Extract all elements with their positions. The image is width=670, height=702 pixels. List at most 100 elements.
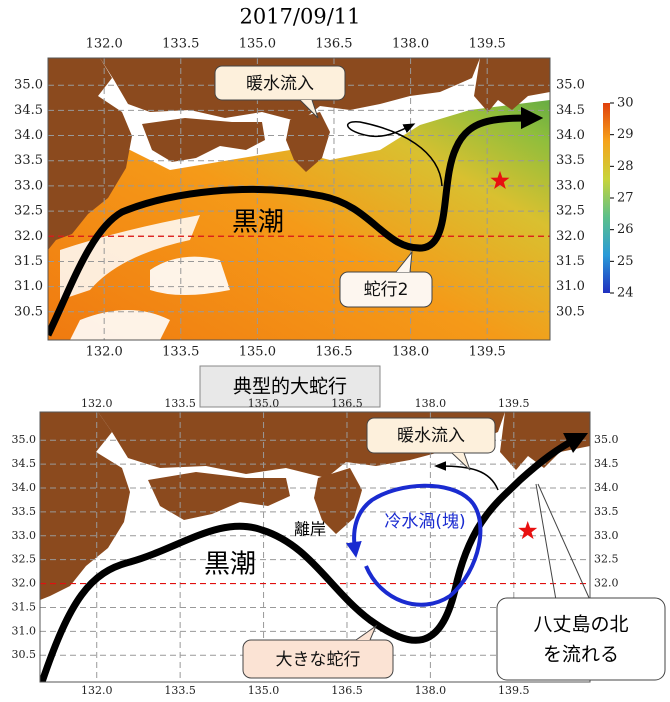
y-tick-label: 30.5 <box>556 304 585 319</box>
y-tick-label: 33.5 <box>14 153 43 168</box>
colorbar-tick-label: 30 <box>617 96 634 111</box>
y-tick-label: 33.5 <box>556 153 585 168</box>
callout-pointer <box>355 624 378 641</box>
y-tick-label: 31.0 <box>14 279 43 294</box>
y-tick-label: 31.5 <box>12 600 37 613</box>
kuroshio-path <box>48 106 544 337</box>
x-tick-label: 133.5 <box>162 345 199 360</box>
y-tick-label: 33.0 <box>14 178 43 193</box>
x-tick-label: 136.5 <box>315 345 352 360</box>
callout-box <box>339 271 433 308</box>
x-tick-label: 132.0 <box>86 37 123 52</box>
label-warm-intrusion: 暖水流入 <box>397 426 465 446</box>
y-tick-label: 34.0 <box>14 128 43 143</box>
caption: 典型的大蛇行 <box>233 376 347 398</box>
x-tick-label: 138.0 <box>392 37 429 52</box>
y-tick-label: 32.5 <box>14 204 43 219</box>
x-tick-label: 133.5 <box>164 397 196 410</box>
label-offshore: 離岸 <box>294 520 326 539</box>
y-tick-label: 33.5 <box>594 505 619 518</box>
colorbar <box>603 103 610 293</box>
callout-box <box>496 597 666 681</box>
map-frame <box>47 57 551 341</box>
y-tick-label: 34.0 <box>594 481 619 494</box>
x-tick-label: 135.0 <box>239 37 276 52</box>
y-tick-label: 30.5 <box>14 304 43 319</box>
y-tick-label: 34.5 <box>556 103 585 118</box>
colorbar-tick-label: 26 <box>617 222 634 237</box>
y-tick-label: 34.5 <box>594 457 619 470</box>
label-kuroshio: 黒潮 <box>204 550 256 580</box>
y-tick-label: 35.0 <box>14 78 43 93</box>
colorbar-tick-label: 29 <box>617 127 634 142</box>
label-kuroshio: 黒潮 <box>232 208 284 238</box>
hachijojima-star <box>518 521 538 540</box>
y-tick-label: 32.0 <box>594 577 619 590</box>
warm-intrusion-arrow <box>434 461 499 491</box>
y-tick-label: 32.0 <box>12 577 37 590</box>
x-tick-label: 139.5 <box>498 397 530 410</box>
y-tick-label: 32.5 <box>594 553 619 566</box>
y-tick-label: 34.0 <box>556 128 585 143</box>
y-tick-label: 32.5 <box>12 553 37 566</box>
x-tick-label: 132.0 <box>86 345 123 360</box>
y-tick-label: 31.5 <box>556 254 585 269</box>
callout-pointer <box>451 452 471 471</box>
callout-pointer <box>395 250 413 273</box>
callout-box <box>242 639 394 679</box>
x-tick-label: 138.0 <box>415 684 447 697</box>
x-tick-label: 139.5 <box>469 37 506 52</box>
y-tick-label: 31.0 <box>556 279 585 294</box>
callout-box <box>214 65 346 101</box>
y-tick-label: 32.0 <box>556 229 585 244</box>
x-tick-label: 139.5 <box>469 345 506 360</box>
x-tick-label: 136.5 <box>331 397 363 410</box>
label-hachijo: 八丈島の北 <box>533 614 628 636</box>
y-tick-label: 34.0 <box>12 481 37 494</box>
y-tick-label: 32.5 <box>556 204 585 219</box>
hachijojima-star <box>490 170 510 189</box>
x-tick-label: 135.0 <box>248 397 280 410</box>
colorbar-tick-label: 24 <box>617 286 634 301</box>
x-tick-label: 133.5 <box>162 37 199 52</box>
label-warm-intrusion: 暖水流入 <box>246 74 314 94</box>
y-tick-label: 34.5 <box>12 457 37 470</box>
x-tick-label: 136.5 <box>315 37 352 52</box>
label-meander: 蛇行2 <box>364 280 409 300</box>
x-tick-label: 132.0 <box>81 397 113 410</box>
colorbar-tick-label: 28 <box>617 159 634 174</box>
y-tick-label: 33.5 <box>12 505 37 518</box>
label-hachijo: を流れる <box>543 644 619 666</box>
x-tick-label: 135.0 <box>248 684 280 697</box>
x-tick-label: 135.0 <box>239 345 276 360</box>
title: 2017/09/11 <box>239 5 360 29</box>
map-frame <box>39 411 591 683</box>
x-tick-label: 139.5 <box>498 684 530 697</box>
warm-intrusion-arrow <box>347 121 443 187</box>
callout-box <box>366 417 496 454</box>
y-tick-label: 33.0 <box>594 529 619 542</box>
x-tick-label: 138.0 <box>415 397 447 410</box>
y-tick-label: 33.0 <box>12 529 37 542</box>
y-tick-label: 35.0 <box>12 433 37 446</box>
x-tick-label: 132.0 <box>81 684 113 697</box>
y-tick-label: 32.0 <box>14 229 43 244</box>
kuroshio-path <box>40 432 589 682</box>
colorbar-tick-label: 27 <box>617 191 634 206</box>
colorbar-tick-label: 25 <box>617 254 634 269</box>
y-tick-label: 31.0 <box>12 624 37 637</box>
callout-pointer <box>535 483 591 601</box>
caption-box <box>199 365 381 408</box>
y-tick-label: 31.5 <box>14 254 43 269</box>
y-tick-label: 34.5 <box>14 103 43 118</box>
y-tick-label: 33.0 <box>556 178 585 193</box>
label-large-meander: 大きな蛇行 <box>276 650 361 670</box>
y-tick-label: 35.0 <box>594 433 619 446</box>
cold-eddy-arrow <box>345 483 483 607</box>
y-tick-label: 35.0 <box>556 78 585 93</box>
x-tick-label: 136.5 <box>331 684 363 697</box>
callout-pointer <box>299 99 319 119</box>
x-tick-label: 133.5 <box>164 684 196 697</box>
y-tick-label: 30.5 <box>12 648 37 661</box>
